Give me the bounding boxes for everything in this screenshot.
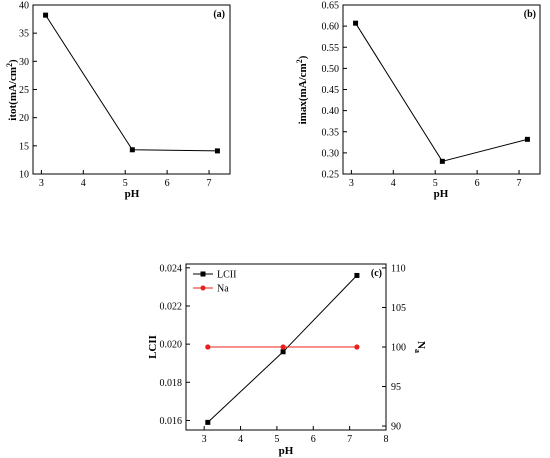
y2-tick-label: 105 [391, 303, 406, 314]
x-tick-labels: 3 4 5 6 7 8 [202, 434, 389, 445]
data-point [205, 344, 211, 350]
y-tick-label: 40 [19, 1, 29, 12]
x-axis-title: pH [125, 188, 140, 200]
x-tick-label: 4 [238, 434, 243, 445]
x-tick-label: 7 [207, 178, 212, 189]
data-point [354, 272, 360, 278]
y-tick-label: 0.45 [322, 85, 340, 96]
y-axis-title: imax(mA/cm2) [295, 55, 309, 124]
y-tick-labels: 0.016 0.018 0.020 0.022 0.024 [160, 263, 183, 427]
x-tick-label: 6 [311, 434, 316, 445]
x-tick-label: 4 [81, 178, 86, 189]
tick-marks [33, 4, 210, 175]
data-point [439, 158, 445, 164]
data-point [524, 136, 530, 142]
data-series [43, 12, 220, 154]
tick-marks [186, 267, 387, 430]
y2-axis-title: Na [413, 341, 427, 353]
y-axis-title: itot(mA/cm2) [5, 59, 19, 121]
y-tick-label: 0.60 [322, 22, 340, 33]
y-tick-label: 0.65 [322, 1, 340, 12]
y-tick-label: 30 [19, 57, 29, 68]
x-tick-label: 6 [165, 178, 170, 189]
data-point [354, 344, 360, 350]
y-tick-label: 0.024 [160, 263, 183, 274]
panel-a: 3 4 5 6 7 10 15 20 25 30 35 40 (a) pH itot(mA/cm2) [5, 1, 231, 200]
y-tick-label: 0.022 [160, 301, 183, 312]
tick-marks [343, 4, 520, 175]
y-tick-label: 0.30 [322, 148, 340, 159]
y2-tick-label: 110 [391, 263, 406, 274]
x-tick-label: 6 [475, 178, 480, 189]
y-tick-label: 35 [19, 29, 29, 40]
y-axis-title: LCII [147, 335, 159, 359]
data-point [205, 419, 211, 425]
data-point [214, 148, 220, 154]
y-tick-label: 0.50 [322, 64, 340, 75]
plot-frame [342, 4, 541, 175]
data-point [129, 147, 135, 153]
legend-marker [200, 271, 206, 277]
y-tick-labels: 10 15 20 25 30 35 40 [19, 1, 29, 181]
legend-item-na: Na [193, 284, 229, 295]
x-tick-label: 3 [39, 178, 44, 189]
y2-tick-label: 95 [391, 382, 401, 393]
x-tick-label: 5 [433, 178, 438, 189]
y2-tick-labels: 90 95 100 105 110 [391, 263, 406, 432]
y-tick-labels: 0.25 0.30 0.35 0.40 0.45 0.50 0.55 0.60 0.65 [322, 1, 340, 181]
y-tick-label: 0.40 [322, 106, 340, 117]
x-tick-label: 3 [349, 178, 354, 189]
y-tick-label: 0.55 [322, 43, 340, 54]
x-tick-label: 7 [517, 178, 522, 189]
data-point [353, 20, 359, 26]
panel-label: (b) [524, 9, 536, 20]
y-tick-label: 0.016 [160, 416, 183, 427]
x-tick-labels: 3 4 5 6 7 [39, 178, 212, 189]
data-series [205, 272, 360, 425]
data-point [43, 12, 49, 18]
y-tick-label: 25 [19, 85, 29, 96]
panel-label: (c) [371, 268, 382, 279]
data-series [353, 20, 530, 164]
legend: LCII Na [193, 270, 236, 295]
x-tick-label: 7 [347, 434, 352, 445]
legend-label: LCII [217, 270, 236, 281]
series-line [45, 14, 218, 152]
x-tick-label: 3 [202, 434, 207, 445]
legend-marker [200, 285, 206, 291]
data-point [280, 344, 286, 350]
x-tick-label: 5 [274, 434, 279, 445]
y2-tick-label: 100 [391, 343, 406, 354]
series-line [355, 22, 528, 162]
y-tick-label: 15 [19, 141, 29, 152]
legend-label: Na [217, 284, 229, 295]
panel-label: (a) [213, 9, 225, 20]
x-axis-title: pH [434, 188, 449, 200]
y-tick-label: 0.35 [322, 127, 340, 138]
x-tick-label: 8 [384, 434, 389, 445]
panel-c: 3 4 5 6 7 8 0.016 0.018 0.020 0.022 0.024 90 95 100… [147, 263, 427, 457]
y-tick-label: 10 [19, 170, 29, 181]
y-tick-label: 20 [19, 113, 29, 124]
x-axis-title: pH [279, 445, 294, 457]
legend-item-lcii: LCII [193, 270, 236, 281]
x-tick-labels: 3 4 5 6 7 [349, 178, 522, 189]
y-tick-label: 0.020 [160, 340, 183, 351]
data-point [280, 349, 286, 355]
y2-tick-label: 90 [391, 422, 401, 433]
x-tick-label: 5 [123, 178, 128, 189]
y-tick-label: 0.25 [322, 170, 340, 181]
y-tick-label: 0.018 [160, 378, 183, 389]
x-tick-label: 4 [391, 178, 396, 189]
